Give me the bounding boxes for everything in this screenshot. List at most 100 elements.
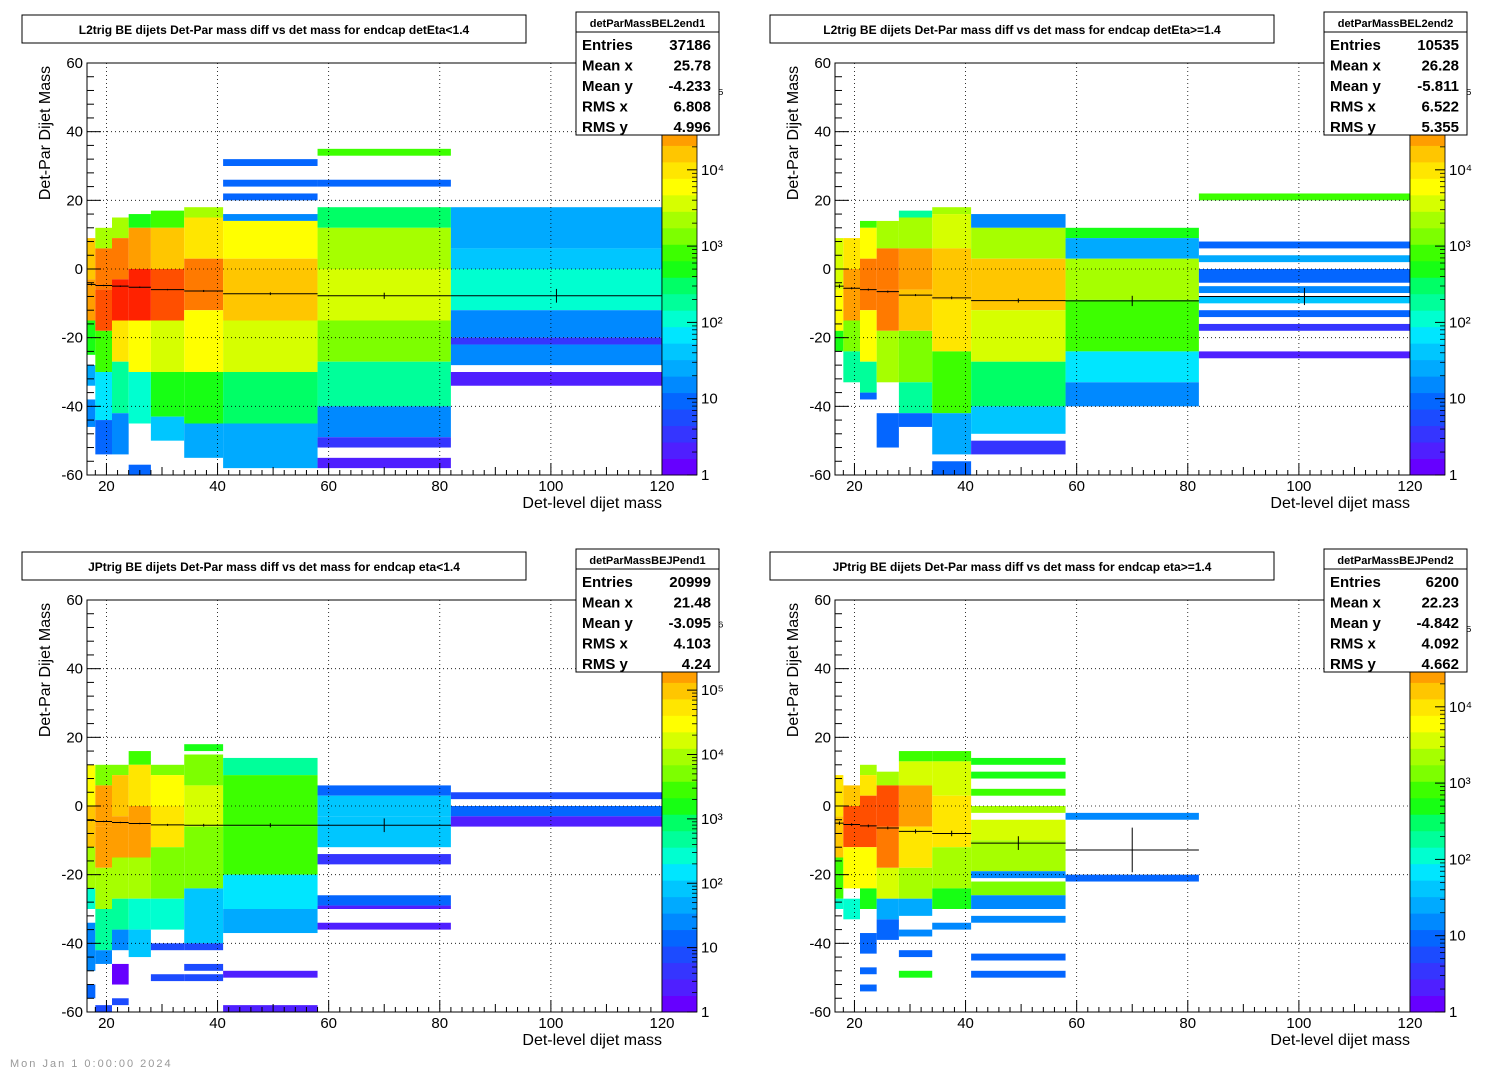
heatmap-cell xyxy=(450,344,662,366)
heatmap-cell xyxy=(1065,258,1199,300)
palette-swatch xyxy=(662,211,697,229)
grid xyxy=(87,63,662,475)
heatmap-cell xyxy=(184,888,224,944)
palette-swatch xyxy=(662,781,697,799)
palette-swatch xyxy=(1410,277,1445,295)
y-tick-label: 40 xyxy=(814,124,831,141)
palette-swatch xyxy=(1410,682,1445,700)
heatmap-cell xyxy=(223,179,318,187)
heatmap-cell xyxy=(898,382,933,414)
y-tick-label: 20 xyxy=(814,192,831,209)
x-tick-label: 120 xyxy=(649,1015,674,1032)
heatmap-cell xyxy=(860,984,877,992)
stats-row-label: RMS x xyxy=(1330,99,1377,116)
x-tick-label: 40 xyxy=(957,1015,974,1032)
heatmap-cell xyxy=(450,372,662,386)
heatmap-cell xyxy=(112,320,129,362)
palette-swatch xyxy=(662,814,697,832)
heatmap-cell xyxy=(317,148,451,156)
y-tick-label: 20 xyxy=(66,192,83,209)
heatmap-cell xyxy=(184,423,224,458)
stats-row-value: 6.808 xyxy=(673,99,711,116)
heatmap-cell xyxy=(450,806,662,817)
heatmap-cell xyxy=(150,847,185,899)
heatmap-cell xyxy=(860,847,877,889)
y-tick-label: 0 xyxy=(823,798,831,815)
heatmap-cell xyxy=(898,413,933,427)
heatmap-cell xyxy=(87,365,96,386)
stats-row-label: Mean y xyxy=(582,78,634,95)
palette-swatch xyxy=(1410,227,1445,245)
y-axis: -60 -40 -20 0 20 40 60 Det-Par Dijet Mass xyxy=(37,592,101,1021)
stats-row-value: 4.996 xyxy=(673,119,711,136)
heatmap-cell xyxy=(317,207,451,228)
heatmap-cell xyxy=(223,970,318,978)
heatmap-cell xyxy=(128,464,151,475)
heatmap-cell xyxy=(95,826,112,868)
heatmap-cell xyxy=(843,806,860,848)
palette-swatch xyxy=(1410,326,1445,344)
y-axis: -60 -40 -20 0 20 40 60 Det-Par Dijet Mass xyxy=(37,55,101,484)
title-box-frame xyxy=(769,14,1275,44)
heatmap-cell xyxy=(150,943,185,951)
heatmap-cell xyxy=(317,854,451,865)
heatmap-cell xyxy=(128,214,151,228)
stats-box: detParMassBEL2end1 Entries 37186 Mean x 25.7… xyxy=(575,11,720,136)
heatmap-cell xyxy=(223,826,318,875)
plot-title: L2trig BE dijets Det-Par mass diff vs de… xyxy=(79,23,470,37)
stats-row-label: Mean x xyxy=(1330,595,1382,612)
heatmap-cell xyxy=(898,929,933,937)
palette-swatch xyxy=(1410,145,1445,163)
palette-swatch xyxy=(662,194,697,212)
heatmap-cell xyxy=(860,764,877,776)
plot-title: JPtrig BE dijets Det-Par mass diff vs de… xyxy=(833,560,1212,574)
palette-swatch xyxy=(1410,896,1445,914)
palette-swatch xyxy=(1410,764,1445,782)
heatmap-cell xyxy=(128,269,151,321)
y-tick-label: 0 xyxy=(823,261,831,278)
grid xyxy=(835,63,1410,475)
title-box-frame xyxy=(21,14,527,44)
palette-swatch xyxy=(1410,814,1445,832)
heatmap-cell xyxy=(87,888,96,909)
y-tick-label: -60 xyxy=(809,1004,831,1021)
x-tick-label: 80 xyxy=(1179,478,1196,495)
y-tick-label: -40 xyxy=(809,935,831,952)
palette-swatch xyxy=(1410,962,1445,980)
palette-swatch xyxy=(662,682,697,700)
z-tick-label: 10³ xyxy=(1449,775,1471,792)
heatmap-cell xyxy=(971,440,1066,455)
palette-swatch xyxy=(662,458,697,476)
palette-swatch xyxy=(662,979,697,997)
stats-row-label: RMS x xyxy=(582,99,629,116)
stats-row-label: Entries xyxy=(1330,574,1381,591)
heatmap-cell xyxy=(223,775,318,827)
heatmap-cell xyxy=(95,1005,112,1012)
stats-box: detParMassBEJPend2 Entries 6200 Mean x 22.23… xyxy=(1323,548,1468,673)
heatmap-cell xyxy=(898,210,933,218)
stats-row-value: 6.522 xyxy=(1421,99,1459,116)
palette-swatch xyxy=(1410,830,1445,848)
heatmap-cell xyxy=(860,967,877,975)
heatmap-cell xyxy=(317,457,451,469)
heatmap-cell xyxy=(1065,812,1199,820)
y-tick-label: -60 xyxy=(61,467,83,484)
profile-markers xyxy=(87,283,662,303)
heatmap-cells xyxy=(835,193,1410,475)
z-tick-label: 10⁴ xyxy=(701,747,724,764)
y-axis-label: Det-Par Dijet Mass xyxy=(37,603,54,737)
palette-swatch xyxy=(1410,715,1445,733)
heatmap-cell xyxy=(223,258,318,321)
heatmap-cell xyxy=(150,227,185,269)
palette-swatch xyxy=(1410,310,1445,328)
z-tick-label: 10⁴ xyxy=(1449,699,1472,716)
heatmap-cell xyxy=(450,207,662,249)
heatmap-cell xyxy=(184,207,224,218)
heatmap-cell xyxy=(876,898,899,920)
heatmap-cell xyxy=(150,210,185,228)
heatmap-cell xyxy=(932,751,972,762)
y-tick-label: -60 xyxy=(809,467,831,484)
palette-swatch xyxy=(1410,293,1445,311)
